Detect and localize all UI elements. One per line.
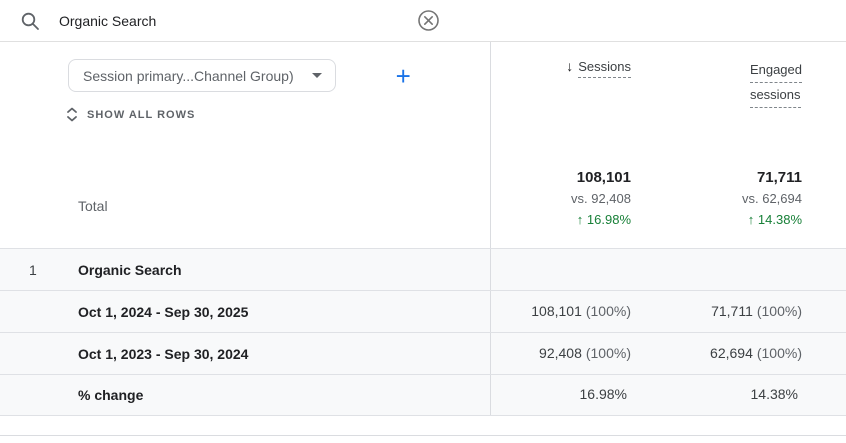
total-engaged-value: 71,711 [756,169,802,186]
table-body: 1 Organic Search Oct 1, 2024 - Sep 30, 2… [0,248,846,416]
cell-engaged-sessions [631,261,802,279]
sessions-column-label: Sessions [578,59,631,78]
show-all-rows-label: SHOW ALL ROWS [87,108,196,121]
caret-down-icon [311,73,322,78]
cell-engaged-sessions: 14.38% [750,386,798,402]
bottom-gap [0,416,846,435]
column-header-engaged-sessions[interactable]: Engaged sessions [631,58,802,108]
table-header: Session primary...Channel Group) + SHOW … [0,42,846,248]
show-all-rows-button[interactable]: SHOW ALL ROWS [66,107,195,122]
dimension-value: Organic Search [78,261,182,278]
total-sessions: 108,101 vs. 92,408 ↑ 16.98% [491,167,631,230]
table-row: 1 Organic Search [0,248,846,290]
engaged-column-label-line2: sessions [749,85,801,108]
dimension-dropdown[interactable]: Session primary...Channel Group) [68,59,336,92]
dimension-dropdown-label: Session primary...Channel Group) [83,67,294,84]
column-header-sessions[interactable]: ↓ Sessions [491,58,631,108]
table-row: Oct 1, 2024 - Sep 30, 2025 108,101 (100%)… [0,290,846,332]
total-sessions-vs: vs. 92,408 [571,191,631,206]
total-sessions-delta: ↑ 16.98% [576,212,631,227]
table-row: % change 16.98% 14.38% [0,374,846,416]
total-engaged-vs: vs. 62,694 [742,191,802,206]
cell-engaged-sessions: 71,711 (100%) [711,302,802,319]
total-engaged-delta: ↑ 14.38% [747,212,802,227]
cell-sessions: 92,408 (100%) [539,344,631,361]
cell-sessions: 16.98% [579,386,627,402]
total-row-label: Total [78,198,108,214]
sort-descending-icon: ↓ [566,58,574,74]
clear-search-icon[interactable] [417,9,440,32]
bottom-divider [0,435,846,436]
date-range-label: Oct 1, 2024 - Sep 30, 2025 [78,303,249,320]
search-icon [20,11,40,31]
cell-sessions: 108,101 (100%) [531,302,631,319]
search-bar [0,0,846,42]
search-input[interactable] [57,11,405,30]
unfold-more-icon [66,107,78,122]
totals-values: 108,101 vs. 92,408 ↑ 16.98% 71,711 vs. 6… [491,167,802,230]
row-number: 1 [29,261,37,278]
percent-change-label: % change [78,387,144,403]
cell-engaged-sessions: 62,694 (100%) [710,344,802,361]
metrics-header-area: ↓ Sessions Engaged sessions 108,101 vs. 9… [490,42,846,248]
cell-sessions [491,261,631,279]
table-row: Oct 1, 2023 - Sep 30, 2024 92,408 (100%) … [0,332,846,374]
engaged-column-label-line1: Engaged [749,60,802,83]
date-range-label: Oct 1, 2023 - Sep 30, 2024 [78,345,249,362]
total-sessions-value: 108,101 [576,169,631,186]
total-engaged-sessions: 71,711 vs. 62,694 ↑ 14.38% [631,167,802,230]
add-dimension-button[interactable]: + [395,60,411,91]
dimension-header-area: Session primary...Channel Group) + SHOW … [0,42,490,248]
